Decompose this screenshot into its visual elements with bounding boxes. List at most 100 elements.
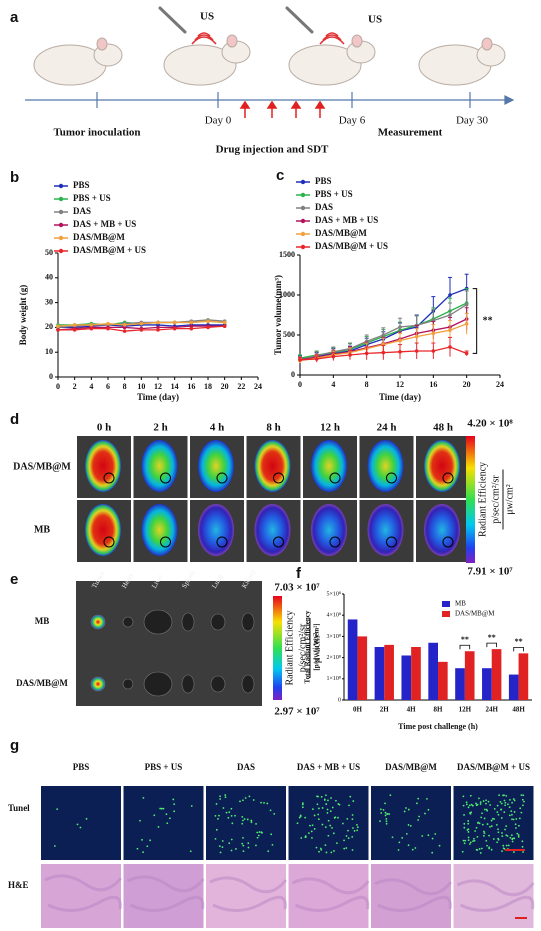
mouse-signal [141,504,178,556]
x-tick-label: 12H [459,706,472,714]
tunel-dot [298,816,301,819]
marker [448,345,452,349]
tunel-dot [247,842,250,845]
tunel-dot [521,845,524,848]
tunel-dot [493,807,496,810]
tunel-dot [518,817,521,820]
tunel-dot [434,833,437,835]
tunel-dot [304,816,307,819]
marker [189,324,194,328]
bar [438,661,448,700]
marker [381,350,386,355]
row-label: H&E [8,880,29,890]
tunel-dot [345,847,348,849]
tunel-dot [511,840,514,843]
tumor-roi [216,536,228,548]
tunel-dot [414,847,417,849]
row-label: DAS/MB@M [13,461,71,472]
tunel-dot [334,816,337,819]
tunel-dot [222,807,225,809]
tumor-roi [103,472,115,484]
colorbar-title: Radiant Efficiency [477,462,488,537]
tunel-dot [242,819,244,822]
tunel-dot [517,835,520,838]
legend-marker [58,196,64,202]
marker [72,323,77,327]
tunel-dot [172,798,175,801]
bar [482,668,492,700]
marker [464,322,469,326]
tunel-dot [325,794,327,797]
marker [448,328,452,333]
tumor-roi [103,536,115,548]
tunel-dot [475,826,478,829]
tunel-dot [411,848,414,851]
tunel-dot [489,804,491,806]
tunel-dot [407,808,410,811]
x-tick-label: 18 [204,382,212,391]
tunel-dot [466,829,469,831]
x-tick-label: 0H [353,706,363,714]
tunel-dot [257,834,260,837]
tunel-dot [315,846,318,849]
tunel-dot [160,807,163,810]
tunel-dot [242,799,244,802]
marker [56,328,60,332]
he-texture [291,877,370,912]
tunel-dot [511,838,514,841]
tunel-dot [321,807,324,809]
column-label: DAS/MB@M + US [457,762,530,772]
tunel-dot [217,818,219,820]
column-label: PBS [73,762,90,772]
tunel-dot [324,826,327,828]
tunel-dot [505,844,508,847]
time-label: 4 h [210,422,224,434]
marker [172,326,177,331]
tunel-dot [424,812,426,815]
tunel-dot [511,801,513,804]
marker [72,328,77,332]
bar [374,647,385,700]
tunel-dot [483,834,485,837]
annotation: ** [461,635,469,644]
tunel-dot [463,842,466,845]
tunel-dot [520,811,523,814]
tunel-dot [353,830,356,832]
tunel-dot [398,841,401,844]
organ [122,678,134,690]
tunel-dot [462,804,465,807]
tunel-dot [327,799,329,802]
tumor-roi [442,472,454,484]
syringes [158,6,314,34]
y-tick-label: 1000 [279,290,295,299]
tunel-dot [497,837,500,840]
bar [491,649,502,700]
tumor-roi [160,472,171,484]
tunel-dot [485,839,488,842]
tunel-dot [309,824,311,827]
tunel-dot [379,808,382,811]
tunel-dot [330,797,332,799]
tunel-dot [384,802,386,805]
panel-label: f [296,565,302,582]
tunel-dot [502,844,505,847]
marker [206,325,210,330]
tunel-dot [479,801,482,804]
bar [464,651,475,700]
tunel-dot [219,798,222,800]
tunel-dot [407,844,410,847]
tunel-dot [311,808,314,811]
row-label: MB [34,524,50,535]
marker [464,351,469,356]
legend-marker [58,183,64,189]
tunel-dot [346,818,349,820]
mouse-signal [254,440,291,492]
tunel-dot [482,830,485,833]
marker [122,323,127,327]
tunel-dot [473,837,475,840]
marker [222,320,227,325]
tunel-dot [313,814,316,817]
organ [181,612,195,632]
x-axis-label: Time (day) [379,392,421,402]
legend-marker [300,231,306,237]
